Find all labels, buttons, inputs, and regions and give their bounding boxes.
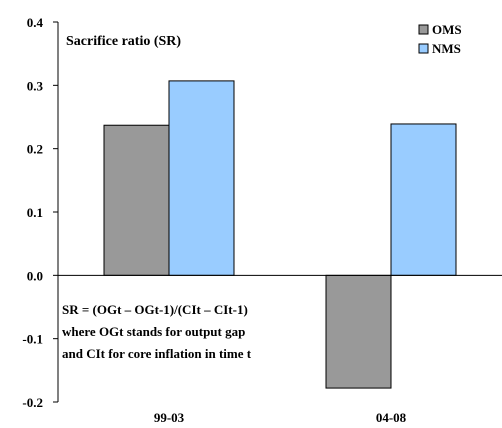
x-category-label: 04-08 [376, 410, 407, 425]
bar-oms-99-03 [103, 124, 170, 276]
annotation-line-1: SR = (OGt – OGt-1)/(CIt – CIt-1) [62, 302, 248, 317]
formula-annotation: SR = (OGt – OGt-1)/(CIt – CIt-1) where O… [62, 302, 252, 361]
legend-swatch-oms [418, 24, 429, 35]
y-tick-label: 0.3 [27, 78, 44, 93]
annotation-line-3: and CIt for core inflation in time t [62, 346, 252, 361]
y-tick-label: 0.0 [27, 268, 43, 283]
y-tick-label: 0.2 [27, 142, 43, 157]
chart-title: Sacrifice ratio (SR) [66, 34, 181, 49]
legend: OMS NMS [418, 22, 462, 56]
y-ticks: 0.4 0.3 0.2 0.1 0.0 -0.1 -0.2 [22, 15, 58, 410]
category-labels: 99-03 04-08 [154, 410, 407, 425]
annotation-line-2: where OGt stands for output gap [62, 324, 245, 339]
legend-label-oms: OMS [432, 22, 462, 37]
y-tick-label: -0.2 [22, 395, 43, 410]
bar-nms-99-03 [168, 80, 235, 276]
legend-label-nms: NMS [432, 41, 461, 56]
bar-nms-04-08 [390, 123, 457, 276]
x-category-label: 99-03 [154, 410, 185, 425]
bar-oms-04-08 [325, 274, 392, 389]
y-tick-label: 0.4 [27, 15, 44, 30]
legend-swatch-nms [418, 43, 429, 54]
y-tick-label: -0.1 [22, 332, 43, 347]
bars [103, 80, 457, 389]
y-tick-label: 0.1 [27, 205, 43, 220]
